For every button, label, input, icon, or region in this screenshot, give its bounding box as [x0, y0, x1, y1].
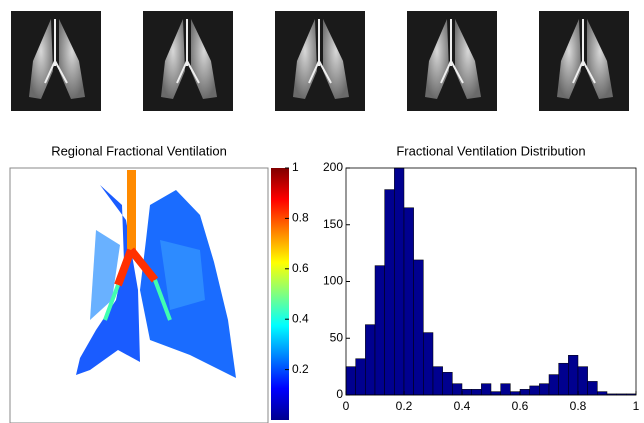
- bar: [510, 391, 521, 396]
- bar: [394, 167, 405, 396]
- x-tick-label: 0.4: [454, 399, 471, 413]
- x-tick-label: 0: [343, 399, 350, 413]
- map-patch: [90, 230, 120, 320]
- bar: [461, 389, 472, 396]
- bar: [490, 391, 501, 396]
- bar: [432, 366, 443, 396]
- x-tick-label: 0.8: [570, 399, 587, 413]
- colorbar-tick-label: 1: [292, 160, 299, 174]
- left-lung: [76, 185, 140, 375]
- x-tick-label: 0.6: [512, 399, 529, 413]
- x-tick-label: 1: [633, 399, 640, 413]
- mri-image: [275, 11, 365, 111]
- mri-image: [11, 11, 101, 111]
- airway: [103, 279, 172, 321]
- ventilation-map: [76, 170, 236, 378]
- bar: [519, 389, 530, 396]
- mri-strip: [11, 11, 629, 111]
- bar: [500, 383, 511, 396]
- colorbar-tick-label: 0.8: [292, 211, 309, 225]
- colorbar-tick-label: 0.6: [292, 261, 309, 275]
- bar: [355, 358, 366, 396]
- bar: [403, 207, 414, 396]
- y-tick-label: 200: [323, 160, 343, 174]
- heatmap-title: Regional Fractional Ventilation: [51, 143, 227, 158]
- colorbar-tick-label: 0.2: [292, 362, 309, 376]
- bar: [587, 381, 598, 396]
- bar: [577, 366, 588, 396]
- mri-image: [143, 11, 233, 111]
- histogram-title: Fractional Ventilation Distribution: [396, 143, 585, 158]
- mri-image: [407, 11, 497, 111]
- bar: [481, 383, 492, 396]
- bar: [529, 385, 540, 396]
- bar: [568, 355, 579, 396]
- mri-image: [539, 11, 629, 111]
- bar: [548, 374, 559, 396]
- bar: [384, 189, 395, 396]
- bar: [423, 332, 434, 396]
- bar: [597, 391, 608, 396]
- bar: [413, 259, 424, 396]
- y-tick-label: 150: [323, 217, 343, 231]
- heatmap-frame: [9, 167, 269, 423]
- bar: [558, 362, 569, 396]
- colorbar: [271, 168, 289, 420]
- y-tick-label: 100: [323, 274, 343, 288]
- bar: [539, 383, 550, 396]
- bar: [345, 366, 356, 396]
- map-patch: [160, 240, 205, 310]
- bar: [442, 372, 453, 396]
- y-tick-label: 50: [330, 330, 344, 344]
- x-tick-label: 0.2: [396, 399, 413, 413]
- bar: [471, 389, 482, 396]
- trachea: [127, 170, 136, 255]
- bar: [365, 324, 376, 396]
- bar: [374, 265, 385, 396]
- y-tick-label: 0: [336, 387, 343, 401]
- bar: [452, 383, 463, 396]
- bronchi: [114, 247, 159, 287]
- colorbar-tick-label: 0.4: [292, 311, 309, 325]
